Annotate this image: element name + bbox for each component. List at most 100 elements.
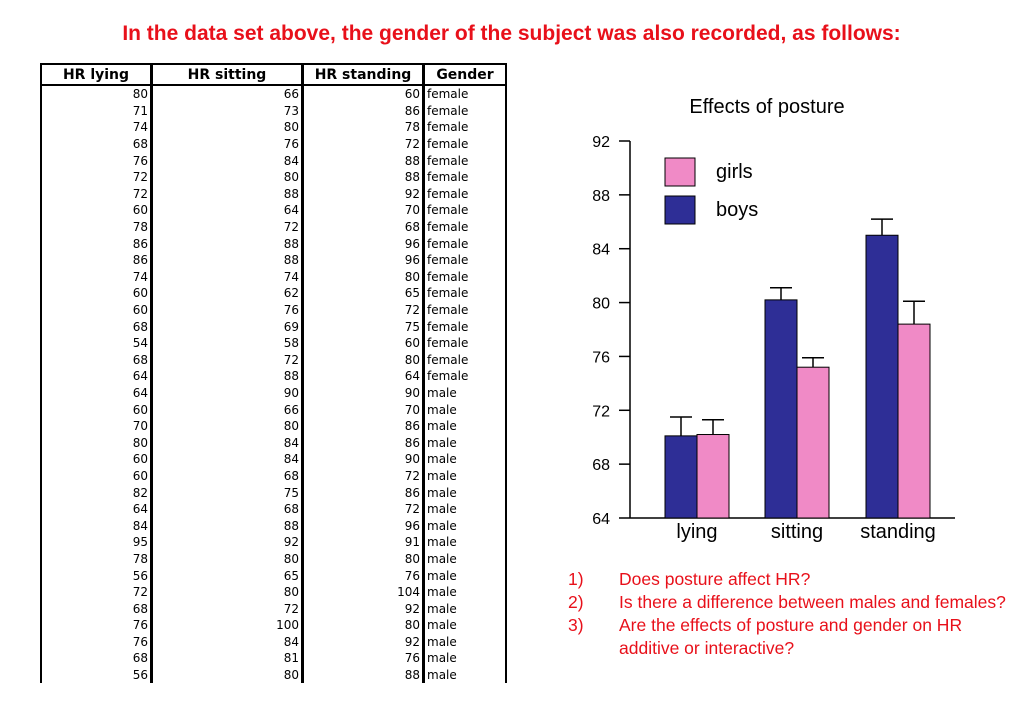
cell-hr-standing: 96	[301, 235, 424, 252]
cell-hr-standing: 96	[301, 251, 424, 269]
cell-hr-lying: 80	[40, 85, 152, 103]
cell-gender: male	[422, 451, 507, 468]
cell-gender: male	[422, 550, 507, 568]
cell-hr-sitting: 73	[150, 102, 303, 120]
cell-gender: female	[422, 218, 507, 236]
y-tick-label: 76	[592, 349, 610, 366]
column-header-hr-sitting: HR sitting	[150, 63, 303, 86]
cell-hr-sitting: 84	[150, 633, 303, 651]
cell-gender: male	[422, 500, 507, 518]
cell-hr-lying: 86	[40, 251, 152, 269]
cell-hr-sitting: 88	[150, 185, 303, 203]
cell-hr-standing: 80	[301, 550, 424, 568]
y-tick-label: 84	[592, 242, 610, 259]
cell-hr-sitting: 68	[150, 467, 303, 485]
table-row: 68 72 80 female	[40, 351, 507, 369]
cell-hr-standing: 86	[301, 484, 424, 501]
cell-gender: male	[422, 633, 507, 651]
cell-hr-standing: 70	[301, 401, 424, 418]
y-tick-label: 68	[592, 457, 610, 474]
cell-gender: female	[422, 251, 507, 269]
cell-hr-standing: 104	[301, 583, 424, 601]
cell-hr-sitting: 80	[150, 583, 303, 601]
cell-hr-lying: 68	[40, 600, 152, 617]
cell-hr-lying: 74	[40, 268, 152, 286]
cell-hr-sitting: 66	[150, 401, 303, 418]
cell-hr-standing: 88	[301, 168, 424, 186]
cell-gender: female	[422, 185, 507, 203]
cell-hr-lying: 60	[40, 301, 152, 319]
cell-hr-standing: 80	[301, 351, 424, 369]
bar-girls-sitting	[796, 366, 830, 519]
table-row: 86 88 96 female	[40, 235, 507, 252]
cell-hr-sitting: 58	[150, 334, 303, 352]
cell-gender: female	[422, 168, 507, 186]
cell-hr-standing: 91	[301, 534, 424, 551]
table-row: 68 76 72 female	[40, 135, 507, 153]
table-row: 56 80 88 male	[40, 666, 507, 684]
cell-hr-sitting: 65	[150, 567, 303, 584]
cell-hr-standing: 92	[301, 600, 424, 617]
posture-bar-chart: Effects of posture 64 68 72 76 80 84 88 92 lying s…	[592, 96, 955, 543]
cell-gender: male	[422, 650, 507, 667]
cell-hr-lying: 82	[40, 484, 152, 501]
cell-hr-lying: 70	[40, 417, 152, 435]
cell-hr-lying: 68	[40, 650, 152, 667]
cell-hr-lying: 68	[40, 318, 152, 335]
cell-hr-sitting: 84	[150, 451, 303, 468]
bar-girls-standing	[897, 323, 931, 519]
question-text: Are the effects of posture and gender on…	[619, 615, 963, 658]
cell-gender: male	[422, 666, 507, 684]
cell-hr-lying: 80	[40, 434, 152, 452]
cell-hr-sitting: 68	[150, 500, 303, 518]
cell-gender: female	[422, 268, 507, 286]
table-row: 56 65 76 male	[40, 567, 507, 584]
table-row: 60 68 72 male	[40, 467, 507, 485]
cell-gender: female	[422, 334, 507, 352]
bar-boys-lying	[664, 435, 698, 519]
cell-hr-standing: 75	[301, 318, 424, 335]
cell-gender: male	[422, 567, 507, 584]
cell-gender: female	[422, 102, 507, 120]
table-row: 72 80 104 male	[40, 583, 507, 601]
cell-gender: female	[422, 368, 507, 385]
cell-hr-sitting: 76	[150, 135, 303, 153]
cell-gender: male	[422, 517, 507, 535]
cell-hr-standing: 96	[301, 517, 424, 535]
cell-gender: female	[422, 202, 507, 219]
cell-hr-standing: 80	[301, 617, 424, 634]
cell-hr-sitting: 88	[150, 235, 303, 252]
cell-hr-lying: 60	[40, 202, 152, 219]
cell-hr-lying: 56	[40, 567, 152, 584]
table-row: 80 66 60 female	[40, 85, 507, 103]
cell-hr-standing: 86	[301, 102, 424, 120]
chart-title: Effects of posture	[689, 96, 844, 118]
cell-hr-standing: 92	[301, 185, 424, 203]
bar-girls-lying	[696, 434, 730, 519]
cell-hr-standing: 76	[301, 650, 424, 667]
cell-gender: female	[422, 318, 507, 335]
question-item: 2) Is there a difference between males a…	[568, 591, 1018, 614]
cell-hr-sitting: 66	[150, 85, 303, 103]
cell-hr-sitting: 75	[150, 484, 303, 501]
cell-hr-lying: 76	[40, 617, 152, 634]
cell-hr-sitting: 69	[150, 318, 303, 335]
table-row: 86 88 96 female	[40, 251, 507, 269]
table-row: 60 66 70 male	[40, 401, 507, 418]
question-text: Is there a difference between males and …	[619, 592, 1006, 612]
cell-hr-standing: 65	[301, 285, 424, 302]
column-header-hr-lying: HR lying	[40, 63, 152, 86]
table-row: 60 84 90 male	[40, 451, 507, 468]
table-header-row: HR lying HR sitting HR standing Gender	[40, 63, 507, 86]
cell-hr-standing: 78	[301, 119, 424, 136]
table-row: 84 88 96 male	[40, 517, 507, 535]
question-item: 1) Does posture affect HR?	[568, 568, 1018, 591]
table-row: 54 58 60 female	[40, 334, 507, 352]
table-row: 80 84 86 male	[40, 434, 507, 452]
cell-hr-lying: 86	[40, 235, 152, 252]
y-tick-label: 92	[592, 134, 610, 151]
cell-hr-sitting: 100	[150, 617, 303, 634]
cell-hr-sitting: 80	[150, 168, 303, 186]
cell-gender: male	[422, 600, 507, 617]
cell-hr-lying: 60	[40, 467, 152, 485]
